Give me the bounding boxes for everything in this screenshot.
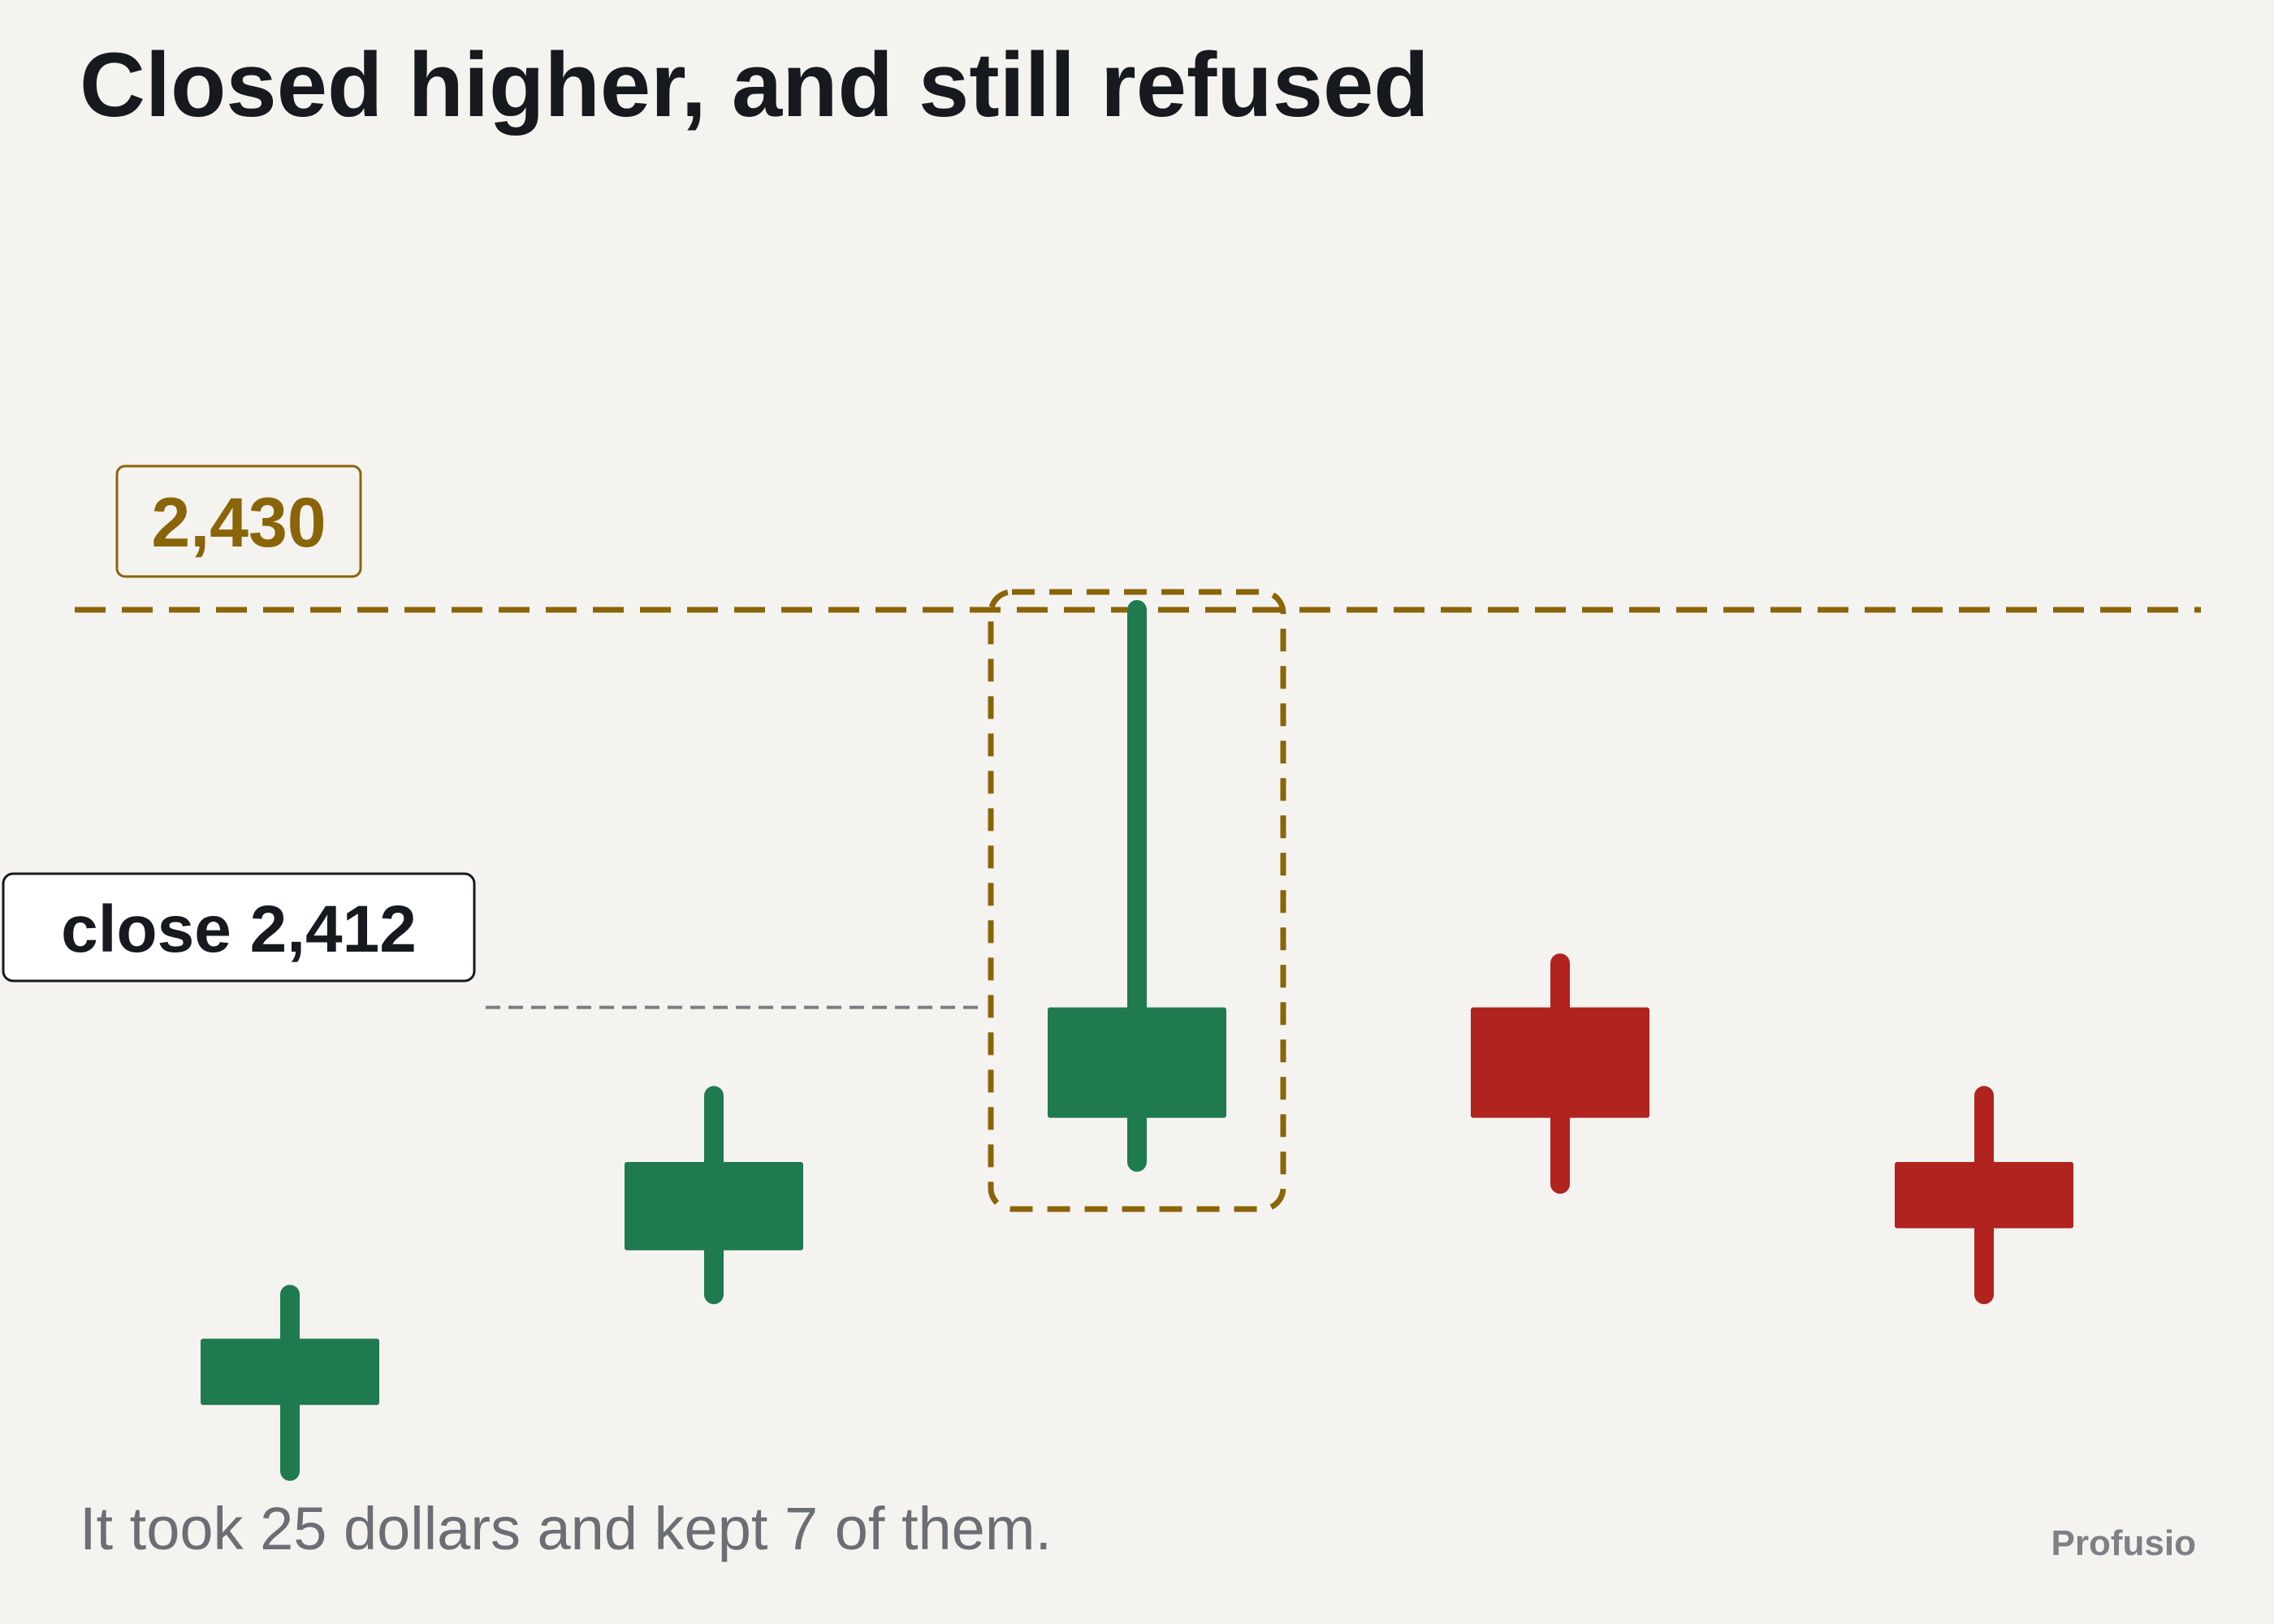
candle	[1048, 600, 1226, 1172]
candle-body	[1895, 1162, 2073, 1229]
candle-body	[1471, 1007, 1649, 1118]
candle	[201, 1285, 379, 1481]
candle	[625, 1086, 803, 1305]
candle-body	[625, 1162, 803, 1250]
candle	[1471, 953, 1649, 1194]
candle	[1895, 1086, 2073, 1305]
highlight-box	[988, 589, 1286, 1212]
brand-logo: Profusio	[2051, 1523, 2196, 1563]
candle-body	[1048, 1007, 1226, 1118]
resistance-label: 2,430	[151, 484, 326, 562]
close-label: close 2,412	[61, 892, 417, 966]
chart-title: Closed higher, and still refused	[80, 34, 1429, 136]
candle-body	[201, 1338, 379, 1406]
close-label-box	[2, 872, 476, 983]
caption: It took 25 dollars and kept 7 of them.	[80, 1495, 1053, 1562]
resistance-label-box	[115, 464, 362, 578]
